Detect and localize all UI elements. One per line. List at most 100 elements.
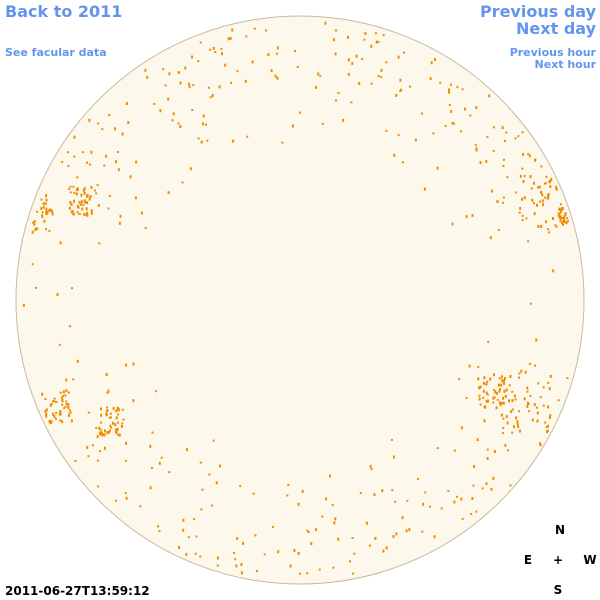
previous-hour-link[interactable]: Previous hour	[510, 46, 597, 59]
facular-point	[116, 406, 119, 410]
facular-point	[267, 53, 270, 57]
facular-point	[317, 72, 320, 76]
facular-point	[188, 85, 191, 88]
facular-point	[120, 425, 123, 428]
facular-point	[485, 482, 488, 486]
facular-point	[154, 390, 157, 393]
facular-point	[545, 220, 547, 224]
facular-point	[69, 201, 72, 205]
facular-point	[73, 199, 75, 203]
facular-point	[73, 191, 76, 194]
facular-point	[524, 370, 527, 374]
facular-point	[436, 166, 439, 170]
facular-point	[110, 426, 113, 429]
facular-point	[490, 487, 493, 491]
previous-day-link[interactable]: Previous day	[480, 2, 597, 21]
facular-point	[253, 27, 256, 30]
facular-point	[78, 200, 81, 204]
facular-point	[144, 68, 147, 72]
facular-point	[549, 374, 552, 378]
facular-point	[246, 135, 249, 138]
facular-point	[61, 403, 64, 406]
facular-point	[334, 52, 337, 56]
facular-point	[505, 415, 508, 419]
facular-point	[233, 552, 236, 554]
facular-point	[468, 364, 471, 368]
facular-point	[236, 537, 239, 540]
facular-point	[84, 201, 87, 204]
facular-point	[50, 403, 53, 406]
facular-point	[561, 222, 563, 225]
facular-point	[521, 214, 524, 217]
facular-point	[55, 411, 58, 414]
facular-point	[498, 377, 501, 380]
facular-point	[88, 163, 91, 166]
facular-point	[80, 203, 82, 206]
facular-point	[44, 410, 47, 413]
facular-point	[83, 212, 86, 216]
facular-point	[184, 66, 187, 70]
facular-point	[514, 137, 517, 140]
facular-point	[456, 86, 459, 89]
facular-point	[125, 496, 128, 500]
facular-point	[53, 415, 56, 418]
facular-points	[22, 21, 569, 575]
compass-north: N	[555, 523, 565, 537]
facular-point	[72, 212, 75, 216]
facular-point	[52, 400, 54, 403]
facular-point	[192, 84, 195, 87]
facular-point	[485, 383, 488, 386]
facular-point	[499, 388, 501, 391]
facular-point	[270, 69, 273, 73]
facular-point	[474, 144, 477, 147]
facular-point	[65, 403, 68, 405]
facular-point	[535, 338, 538, 342]
facular-point	[36, 227, 39, 230]
next-hour-link[interactable]: Next hour	[535, 58, 597, 71]
facular-point	[185, 552, 188, 556]
facular-point	[478, 394, 481, 397]
facular-point	[352, 572, 355, 575]
facular-point	[211, 504, 214, 507]
facular-point	[144, 227, 147, 230]
facular-point	[511, 390, 514, 393]
facular-point	[59, 412, 62, 416]
facular-point	[101, 128, 104, 131]
facular-point	[100, 431, 103, 434]
facular-point	[103, 433, 106, 437]
facular-point	[460, 426, 463, 430]
facular-point	[299, 572, 301, 575]
facular-point	[450, 109, 453, 113]
facular-point	[525, 217, 528, 220]
facular-point	[99, 428, 102, 431]
back-link[interactable]: Back to 2011	[5, 2, 122, 21]
facular-point	[149, 486, 152, 490]
facular-point	[502, 196, 505, 199]
facular-point	[232, 139, 235, 143]
facular-point	[212, 439, 215, 442]
facular-point	[189, 167, 192, 171]
facular-point	[563, 220, 566, 223]
facular-point	[501, 126, 504, 130]
facular-point	[240, 571, 243, 575]
facular-point	[306, 572, 309, 575]
facular-point	[105, 409, 108, 412]
facular-point	[501, 379, 504, 383]
facular-point	[106, 406, 108, 409]
facular-point	[380, 68, 383, 72]
facular-point	[42, 202, 45, 205]
facular-point	[118, 433, 121, 437]
facular-point	[509, 484, 512, 487]
facular-point	[492, 149, 495, 152]
facular-point	[337, 537, 340, 541]
facular-point	[135, 160, 138, 164]
facular-point	[506, 176, 509, 179]
next-day-link[interactable]: Next day	[516, 19, 597, 38]
facular-link[interactable]: See facular data	[5, 46, 107, 59]
facular-point	[351, 537, 354, 539]
facular-point	[81, 207, 84, 211]
facular-point	[565, 221, 568, 225]
facular-point	[392, 455, 395, 459]
facular-point	[82, 188, 85, 192]
facular-point	[561, 220, 564, 224]
